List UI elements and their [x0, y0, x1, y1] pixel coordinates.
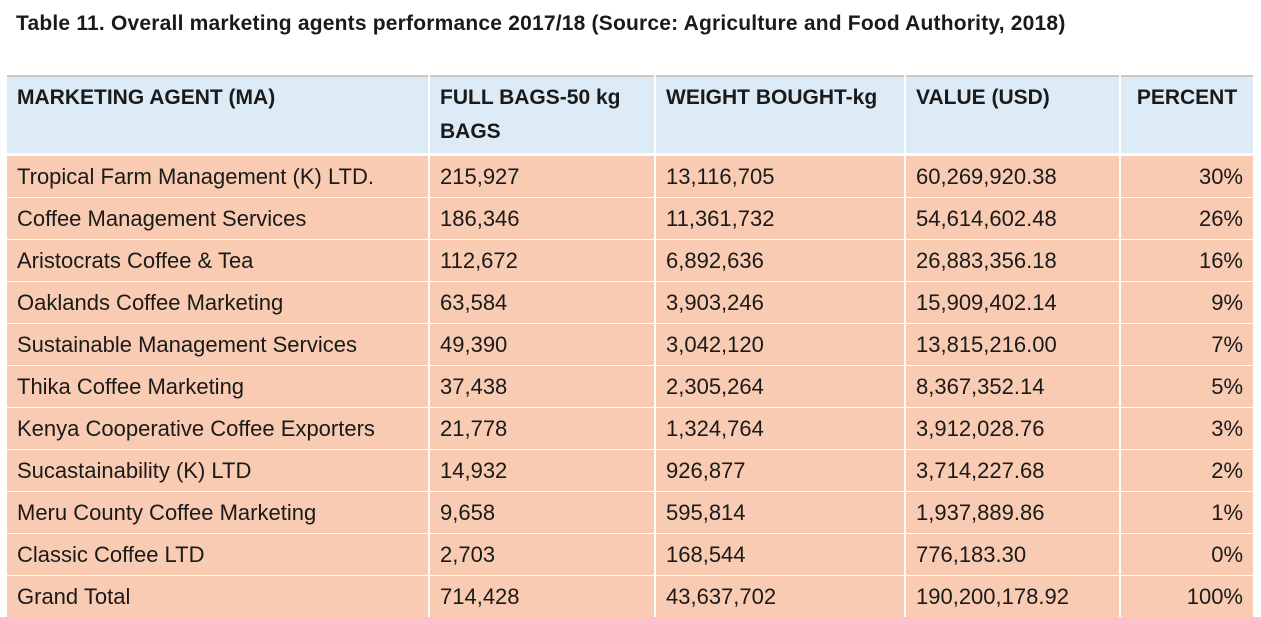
table-row: Classic Coffee LTD 2,703 168,544 776,183.30… — [7, 533, 1253, 575]
cell-value: 15,909,402.14 — [906, 281, 1119, 323]
table-row: Meru County Coffee Marketing 9,658 595,814… — [7, 491, 1253, 533]
cell-percent: 100% — [1121, 575, 1253, 617]
cell-value: 54,614,602.48 — [906, 197, 1119, 239]
cell-bags: 186,346 — [430, 197, 654, 239]
marketing-agents-table: MARKETING AGENT (MA) FULL BAGS-50 kg BAG… — [5, 75, 1255, 617]
cell-weight: 168,544 — [656, 533, 904, 575]
cell-agent: Oaklands Coffee Marketing — [7, 281, 428, 323]
cell-weight: 43,637,702 — [656, 575, 904, 617]
table-caption: Table 11. Overall marketing agents perfo… — [16, 12, 1066, 35]
cell-agent: Classic Coffee LTD — [7, 533, 428, 575]
cell-weight: 3,042,120 — [656, 323, 904, 365]
cell-value: 1,937,889.86 — [906, 491, 1119, 533]
column-header-weight: WEIGHT BOUGHT-kg — [656, 75, 904, 153]
cell-value: 3,714,227.68 — [906, 449, 1119, 491]
cell-value: 8,367,352.14 — [906, 365, 1119, 407]
cell-bags: 63,584 — [430, 281, 654, 323]
cell-agent: Tropical Farm Management (K) LTD. — [7, 153, 428, 197]
cell-weight: 926,877 — [656, 449, 904, 491]
cell-agent: Grand Total — [7, 575, 428, 617]
cell-bags: 215,927 — [430, 153, 654, 197]
cell-percent: 7% — [1121, 323, 1253, 365]
cell-percent: 1% — [1121, 491, 1253, 533]
cell-value: 26,883,356.18 — [906, 239, 1119, 281]
table-row: Sucastainability (K) LTD 14,932 926,877 3,7… — [7, 449, 1253, 491]
table-total-row: Grand Total 714,428 43,637,702 190,200,178.… — [7, 575, 1253, 617]
cell-value: 3,912,028.76 — [906, 407, 1119, 449]
cell-value: 13,815,216.00 — [906, 323, 1119, 365]
cell-weight: 3,903,246 — [656, 281, 904, 323]
table-row: Thika Coffee Marketing 37,438 2,305,264 8,3… — [7, 365, 1253, 407]
cell-agent: Sustainable Management Services — [7, 323, 428, 365]
cell-percent: 0% — [1121, 533, 1253, 575]
cell-bags: 49,390 — [430, 323, 654, 365]
column-header-percent: PERCENT — [1121, 75, 1253, 153]
column-header-value: VALUE (USD) — [906, 75, 1119, 153]
cell-percent: 3% — [1121, 407, 1253, 449]
cell-bags: 112,672 — [430, 239, 654, 281]
table-row: Kenya Cooperative Coffee Exporters 21,778… — [7, 407, 1253, 449]
cell-bags: 14,932 — [430, 449, 654, 491]
cell-percent: 26% — [1121, 197, 1253, 239]
cell-percent: 16% — [1121, 239, 1253, 281]
cell-value: 776,183.30 — [906, 533, 1119, 575]
cell-bags: 9,658 — [430, 491, 654, 533]
cell-percent: 2% — [1121, 449, 1253, 491]
cell-percent: 30% — [1121, 153, 1253, 197]
cell-weight: 1,324,764 — [656, 407, 904, 449]
cell-percent: 5% — [1121, 365, 1253, 407]
cell-weight: 595,814 — [656, 491, 904, 533]
cell-bags: 2,703 — [430, 533, 654, 575]
cell-bags: 21,778 — [430, 407, 654, 449]
table-row: Sustainable Management Services 49,390 3,0… — [7, 323, 1253, 365]
cell-agent: Meru County Coffee Marketing — [7, 491, 428, 533]
cell-percent: 9% — [1121, 281, 1253, 323]
cell-agent: Thika Coffee Marketing — [7, 365, 428, 407]
cell-agent: Kenya Cooperative Coffee Exporters — [7, 407, 428, 449]
table-row: Tropical Farm Management (K) LTD. 215,927… — [7, 153, 1253, 197]
table-row: Coffee Management Services 186,346 11,361,… — [7, 197, 1253, 239]
cell-weight: 13,116,705 — [656, 153, 904, 197]
column-header-bags: FULL BAGS-50 kg BAGS — [430, 75, 654, 153]
cell-bags: 714,428 — [430, 575, 654, 617]
table-header-row: MARKETING AGENT (MA) FULL BAGS-50 kg BAG… — [7, 75, 1253, 153]
cell-agent: Aristocrats Coffee & Tea — [7, 239, 428, 281]
cell-value: 60,269,920.38 — [906, 153, 1119, 197]
cell-weight: 11,361,732 — [656, 197, 904, 239]
cell-weight: 6,892,636 — [656, 239, 904, 281]
cell-bags: 37,438 — [430, 365, 654, 407]
cell-agent: Coffee Management Services — [7, 197, 428, 239]
table-row: Oaklands Coffee Marketing 63,584 3,903,246… — [7, 281, 1253, 323]
table-row: Aristocrats Coffee & Tea 112,672 6,892,636… — [7, 239, 1253, 281]
table-body: Tropical Farm Management (K) LTD. 215,927… — [7, 153, 1253, 617]
column-header-agent: MARKETING AGENT (MA) — [7, 75, 428, 153]
cell-value: 190,200,178.92 — [906, 575, 1119, 617]
cell-agent: Sucastainability (K) LTD — [7, 449, 428, 491]
cell-weight: 2,305,264 — [656, 365, 904, 407]
